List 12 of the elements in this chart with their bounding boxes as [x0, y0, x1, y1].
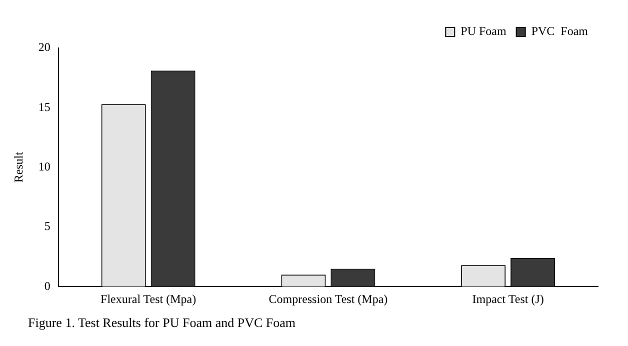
legend-label: PU Foam: [460, 24, 507, 38]
text: Figure 1. Test Results for PU Foam and PVC Foam: [28, 315, 297, 331]
x-tick-label: Impact Test (J): [472, 292, 544, 306]
y-axis-title: Result: [11, 151, 26, 183]
legend-label: PVC Foam: [531, 24, 589, 38]
x-tick-label: Flexural Test (Mpa): [100, 292, 196, 306]
y-tick-label: 20: [38, 40, 50, 54]
y-tick-label: 10: [38, 159, 50, 174]
y-tick-label: 15: [38, 100, 50, 114]
y-tick-label: 5: [44, 219, 50, 234]
y-tick-label: 0: [44, 278, 50, 293]
x-tick-label: Compression Test (Mpa): [268, 292, 388, 306]
